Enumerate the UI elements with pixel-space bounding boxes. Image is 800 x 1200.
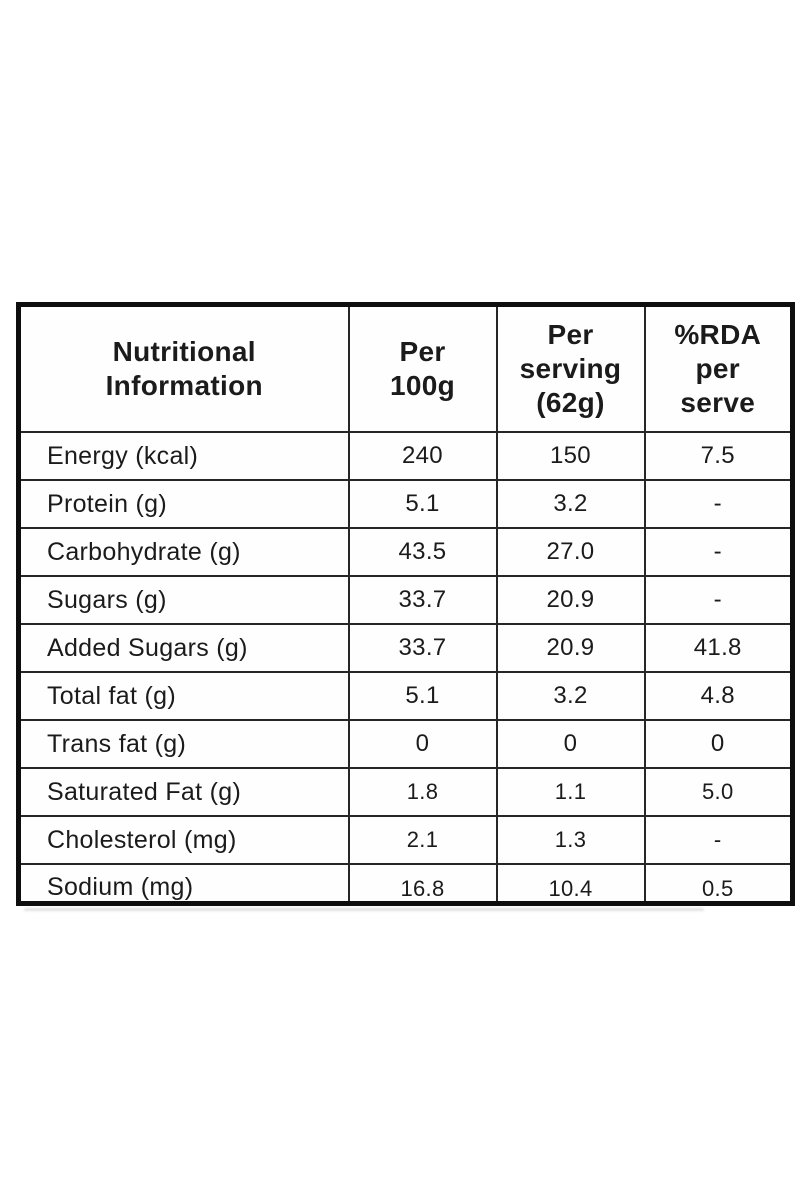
value-per-100g: 2.1 xyxy=(347,815,498,865)
value-per-100g: 33.7 xyxy=(347,575,498,625)
table-row-trans-fat: Trans fat (g) 0 0 0 xyxy=(17,719,794,769)
value-per-serving: 0 xyxy=(495,719,646,769)
table-row-energy: Energy (kcal) 240 150 7.5 xyxy=(17,431,794,481)
nutrient-label: Total fat (g) xyxy=(17,671,350,721)
table-row-cholesterol: Cholesterol (mg) 2.1 1.3 - xyxy=(17,815,794,865)
nutrient-label: Added Sugars (g) xyxy=(17,623,350,673)
table-row-saturated-fat: Saturated Fat (g) 1.8 1.1 5.0 xyxy=(17,767,794,817)
value-per-serving: 20.9 xyxy=(495,623,646,673)
value-per-serving: 27.0 xyxy=(495,527,646,577)
value-rda-per-serve: 41.8 xyxy=(643,623,794,673)
value-rda-per-serve: 0 xyxy=(643,719,794,769)
value-per-100g: 1.8 xyxy=(347,767,498,817)
header-per-serving: Per serving (62g) xyxy=(495,303,646,433)
value-per-serving: 1.1 xyxy=(495,767,646,817)
value-per-100g: 5.1 xyxy=(347,479,498,529)
nutrient-label: Sugars (g) xyxy=(17,575,350,625)
nutrient-label: Protein (g) xyxy=(17,479,350,529)
table-row-added-sugars: Added Sugars (g) 33.7 20.9 41.8 xyxy=(17,623,794,673)
value-per-100g: 0 xyxy=(347,719,498,769)
value-per-serving: 150 xyxy=(495,431,646,481)
value-rda-per-serve: 0.5 xyxy=(643,863,794,905)
value-per-100g: 33.7 xyxy=(347,623,498,673)
header-nutritional-information: Nutritional Information xyxy=(17,303,350,433)
value-per-100g: 43.5 xyxy=(347,527,498,577)
nutrient-label: Trans fat (g) xyxy=(17,719,350,769)
header-row: Nutritional Information Per 100g Per ser… xyxy=(17,303,794,433)
value-per-serving: 10.4 xyxy=(495,863,646,905)
nutrition-table-header: Nutritional Information Per 100g Per ser… xyxy=(17,303,794,433)
nutrient-label: Cholesterol (mg) xyxy=(17,815,350,865)
nutrition-table: Nutritional Information Per 100g Per ser… xyxy=(16,302,795,906)
header-per-100g: Per 100g xyxy=(347,303,498,433)
value-rda-per-serve: - xyxy=(643,479,794,529)
value-rda-per-serve: - xyxy=(643,527,794,577)
value-rda-per-serve: 7.5 xyxy=(643,431,794,481)
nutrient-label: Energy (kcal) xyxy=(17,431,350,481)
value-per-100g: 240 xyxy=(347,431,498,481)
table-row-sodium: Sodium (mg) 16.8 10.4 0.5 xyxy=(17,863,794,905)
nutrient-label: Saturated Fat (g) xyxy=(17,767,350,817)
table-row-total-fat: Total fat (g) 5.1 3.2 4.8 xyxy=(17,671,794,721)
value-per-serving: 1.3 xyxy=(495,815,646,865)
value-rda-per-serve: 5.0 xyxy=(643,767,794,817)
table-row-carbohydrate: Carbohydrate (g) 43.5 27.0 - xyxy=(17,527,794,577)
value-rda-per-serve: 4.8 xyxy=(643,671,794,721)
value-per-serving: 3.2 xyxy=(495,671,646,721)
nutrient-label: Carbohydrate (g) xyxy=(17,527,350,577)
value-rda-per-serve: - xyxy=(643,575,794,625)
value-per-100g: 16.8 xyxy=(347,863,498,905)
value-per-serving: 3.2 xyxy=(495,479,646,529)
nutrient-label: Sodium (mg) xyxy=(17,863,350,905)
nutrition-label: Nutritional Information Per 100g Per ser… xyxy=(16,302,795,911)
value-rda-per-serve: - xyxy=(643,815,794,865)
table-row-protein: Protein (g) 5.1 3.2 - xyxy=(17,479,794,529)
nutrition-table-body: Energy (kcal) 240 150 7.5 Protein (g) 5.… xyxy=(17,431,794,905)
table-row-sugars: Sugars (g) 33.7 20.9 - xyxy=(17,575,794,625)
value-per-100g: 5.1 xyxy=(347,671,498,721)
value-per-serving: 20.9 xyxy=(495,575,646,625)
header-rda-per-serve: %RDA per serve xyxy=(643,303,794,433)
